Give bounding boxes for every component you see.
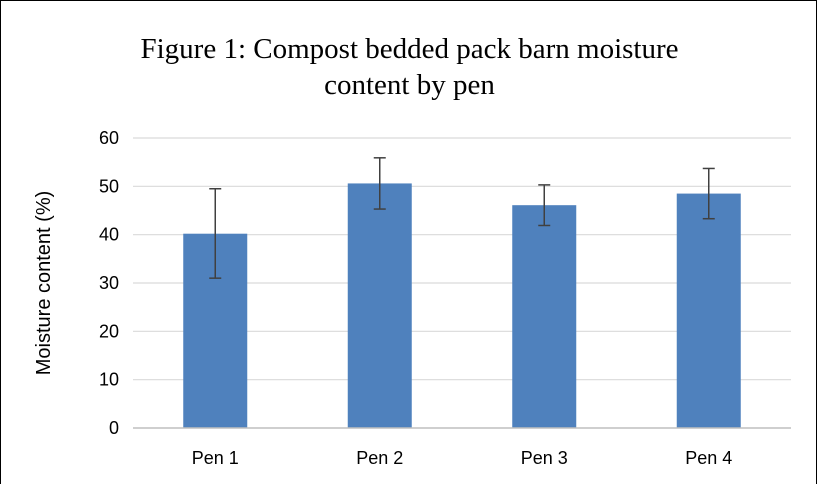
chart-title: Figure 1: Compost bedded pack barn moist…	[1, 31, 817, 103]
error-bar-3	[538, 184, 551, 227]
y-tick-label-40: 40	[99, 225, 119, 245]
bar-3	[512, 205, 577, 428]
y-tick-label-0: 0	[109, 418, 119, 438]
x-tick-label-4: Pen 4	[685, 448, 732, 468]
x-tick-label-2: Pen 2	[356, 448, 403, 468]
y-axis-title: Moisture content (%)	[33, 191, 55, 376]
y-tick-label-30: 30	[99, 273, 119, 293]
bar-2	[347, 183, 412, 428]
error-bar-1	[209, 188, 222, 279]
error-bars	[209, 157, 715, 279]
y-tick-label-60: 60	[99, 128, 119, 148]
y-tick-label-10: 10	[99, 370, 119, 390]
y-tick-labels: 0 10 20 30 40 50 60	[99, 128, 119, 438]
x-tick-label-3: Pen 3	[521, 448, 568, 468]
bars	[183, 183, 741, 428]
y-tick-label-50: 50	[99, 176, 119, 196]
bar-4	[676, 193, 741, 428]
y-tick-label-20: 20	[99, 321, 119, 341]
x-tick-label-1: Pen 1	[192, 448, 239, 468]
error-bar-4	[702, 167, 715, 220]
x-tick-labels: Pen 1 Pen 2 Pen 3 Pen 4	[192, 448, 733, 468]
chart-title-line-1: Figure 1: Compost bedded pack barn moist…	[140, 33, 679, 65]
error-bar-2	[373, 157, 386, 210]
chart-title-line-2: content by pen	[324, 69, 495, 101]
